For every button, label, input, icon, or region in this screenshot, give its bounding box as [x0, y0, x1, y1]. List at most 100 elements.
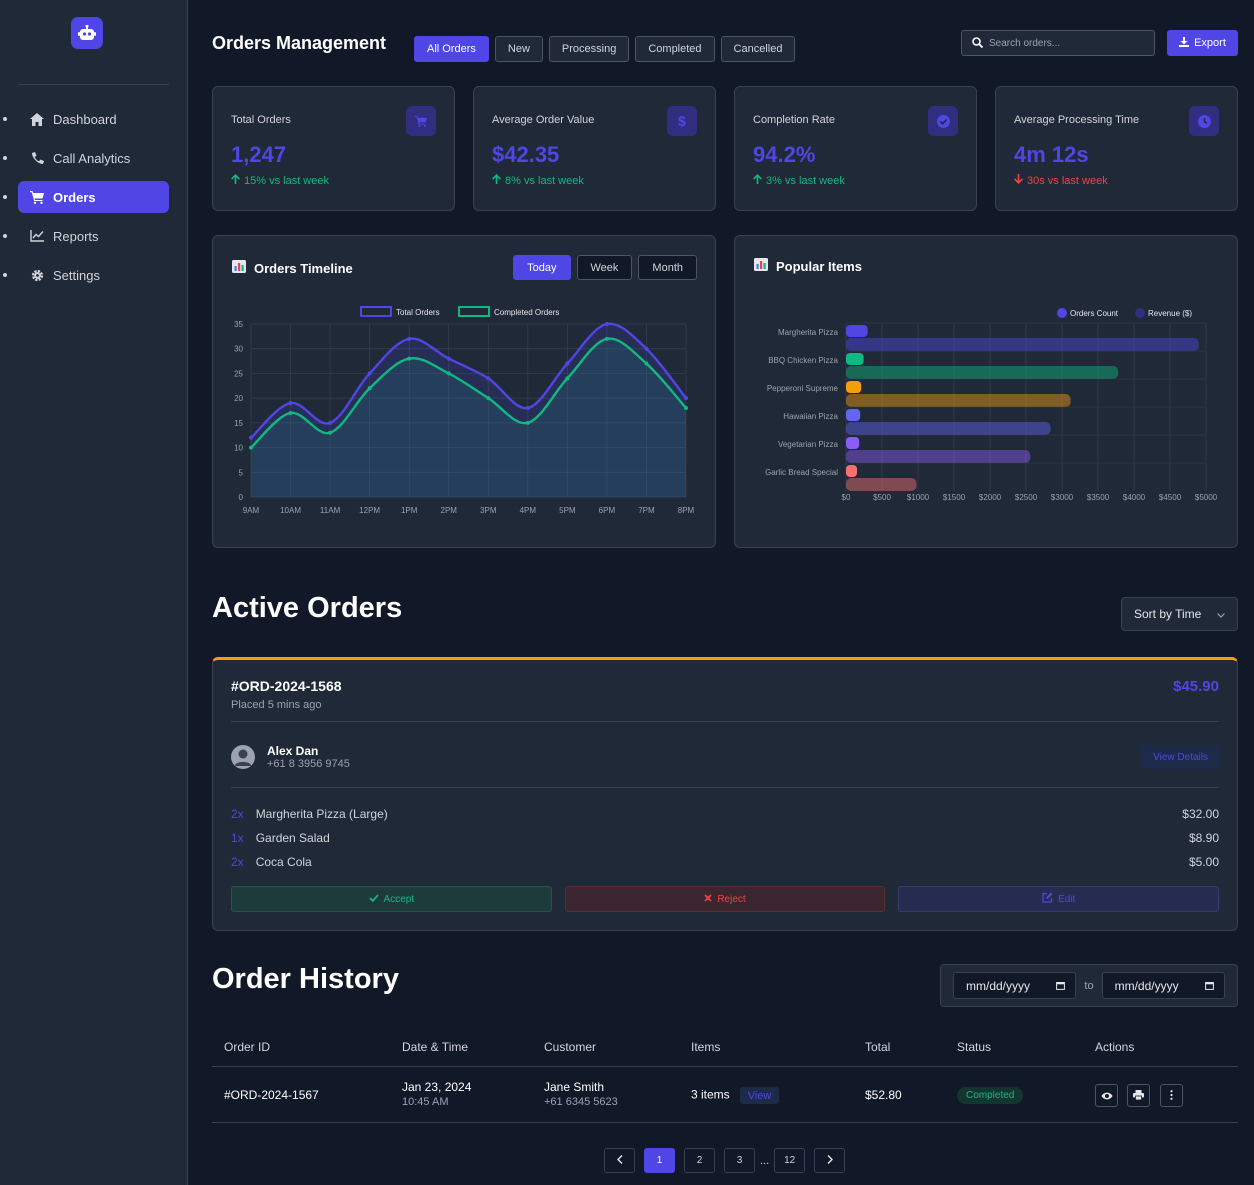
export-label: Export [1194, 37, 1226, 49]
x-tick-label: 6PM [599, 506, 616, 515]
y-tick-label: Pepperoni Supreme [767, 384, 839, 393]
x-tick-label: 2PM [441, 506, 458, 515]
stat-label: Average Order Value [492, 114, 595, 126]
data-point [486, 396, 491, 401]
x-tick-label: $5000 [1195, 493, 1218, 502]
end-date-input[interactable]: mm/dd/yyyy [1101, 972, 1225, 999]
column-header-actions: Actions [1095, 1040, 1135, 1054]
range-tab-week[interactable]: Week [576, 255, 633, 280]
sidebar-item-dashboard[interactable]: Dashboard [3, 103, 169, 135]
stat-label: Completion Rate [753, 114, 835, 126]
view-items-button[interactable]: View [739, 1087, 780, 1104]
search-icon [972, 36, 984, 51]
close-icon [704, 893, 712, 905]
x-tick-label: 4PM [520, 506, 537, 515]
filter-tab-cancelled[interactable]: Cancelled [720, 36, 796, 62]
orders-timeline-panel: Orders Timeline Today Week Month 0 5 10 15 2… [212, 235, 716, 548]
page-button-1[interactable]: 1 [644, 1148, 675, 1173]
list-item: 2x Margherita Pizza (Large) $32.00 [231, 807, 1219, 823]
next-page-button[interactable] [814, 1148, 846, 1173]
sort-select[interactable]: Sort by Time [1121, 597, 1238, 631]
data-point [407, 356, 412, 361]
sidebar-item-label: Call Analytics [53, 150, 131, 166]
gear-icon [30, 268, 44, 282]
bar-orders-count [846, 437, 860, 449]
range-tab-month[interactable]: Month [638, 255, 697, 280]
accept-button[interactable]: Accept [231, 886, 552, 912]
bar-orders-count [846, 409, 861, 421]
page-button-3[interactable]: 3 [724, 1148, 755, 1173]
sidebar-item-label: Settings [53, 267, 100, 283]
legend-label: Revenue ($) [1148, 309, 1192, 318]
y-tick-label: Garlic Bread Special [765, 468, 838, 477]
start-date-input[interactable]: mm/dd/yyyy [953, 972, 1077, 999]
sidebar-item-label: Reports [53, 228, 99, 244]
item-price: $32.00 [1182, 807, 1219, 821]
stat-change-text: 3% vs last week [766, 174, 845, 187]
stat-value: 94.2% [753, 142, 816, 167]
calendar-icon [1205, 979, 1214, 993]
date-range-filter: mm/dd/yyyy to mm/dd/yyyy [940, 964, 1238, 1007]
order-total: $45.90 [1173, 678, 1219, 695]
avatar [231, 745, 255, 769]
row-items-count: 3 items [691, 1087, 730, 1102]
sidebar-item-call-analytics[interactable]: Call Analytics [3, 142, 169, 174]
x-tick-label: $2000 [979, 493, 1002, 502]
stat-value: 4m 12s [1014, 142, 1089, 167]
arrow-up-icon [492, 174, 501, 187]
table-row: #ORD-2024-1567 Jan 23, 2024 10:45 AM Jan… [212, 1068, 1238, 1123]
previous-page-button[interactable] [604, 1148, 635, 1173]
x-tick-label: 8PM [678, 506, 695, 515]
bar-chart-icon [754, 258, 768, 274]
row-time: 10:45 AM [402, 1096, 449, 1108]
search-input[interactable] [989, 37, 1149, 49]
page-ellipsis: ... [760, 1154, 770, 1167]
filter-tab-processing[interactable]: Processing [548, 36, 630, 62]
legend-swatch [458, 306, 490, 317]
x-tick-label: $3000 [1051, 493, 1074, 502]
stat-change-text: 30s vs last week [1027, 174, 1108, 187]
stat-change: 8% vs last week [492, 174, 697, 187]
accept-label: Accept [383, 893, 415, 905]
data-point [684, 406, 688, 411]
sidebar-item-orders[interactable]: Orders [3, 181, 169, 213]
export-button[interactable]: Export [1167, 30, 1238, 56]
filter-tab-all-orders[interactable]: All Orders [414, 36, 489, 62]
item-qty: 2x [231, 807, 244, 821]
row-order-id: #ORD-2024-1567 [224, 1088, 319, 1102]
customer-name: Alex Dan [267, 744, 319, 758]
x-tick-label: 9AM [243, 506, 260, 515]
stat-card-completion-rate: Completion Rate 94.2% 3% vs last week [734, 86, 977, 211]
x-tick-label: $1000 [907, 493, 930, 502]
y-tick-label: 30 [234, 345, 243, 354]
data-point [486, 376, 491, 381]
orders-timeline-chart: 0 5 10 15 20 25 30 35 9AM 10AM 11AM 12PM 1PM 2PM 3PM 4P… [234, 306, 695, 515]
filter-tab-completed[interactable]: Completed [635, 36, 715, 62]
page-button-12[interactable]: 12 [774, 1148, 806, 1173]
sidebar-item-settings[interactable]: Settings [3, 259, 169, 291]
print-order-button[interactable] [1127, 1084, 1151, 1107]
order-actions: Accept Reject Edit [231, 886, 1220, 912]
eye-icon [1101, 1089, 1113, 1103]
chevron-right-icon [827, 1154, 833, 1167]
legend-swatch [1135, 308, 1145, 318]
filter-tab-new[interactable]: New [494, 36, 543, 62]
clock-icon [1189, 106, 1219, 136]
date-range-to-label: to [1084, 979, 1094, 992]
reject-button[interactable]: Reject [564, 886, 886, 912]
view-details-button[interactable]: View Details [1142, 745, 1219, 769]
data-point [565, 361, 570, 366]
view-order-button[interactable] [1095, 1084, 1118, 1107]
edit-button[interactable]: Edit [898, 886, 1220, 912]
page-button-2[interactable]: 2 [684, 1148, 715, 1173]
data-point [604, 336, 609, 341]
data-point [367, 386, 372, 391]
range-tab-today[interactable]: Today [513, 255, 571, 280]
popular-title: Popular Items [754, 258, 862, 274]
pagination: 1 2 3 ... 12 [604, 1148, 846, 1173]
sidebar-item-reports[interactable]: Reports [3, 220, 169, 252]
history-table-header: Order ID Date & Time Customer Items Tota… [212, 1030, 1238, 1067]
more-actions-button[interactable] [1159, 1084, 1183, 1107]
x-tick-label: $4500 [1159, 493, 1182, 502]
robot-logo-icon[interactable] [71, 17, 103, 49]
